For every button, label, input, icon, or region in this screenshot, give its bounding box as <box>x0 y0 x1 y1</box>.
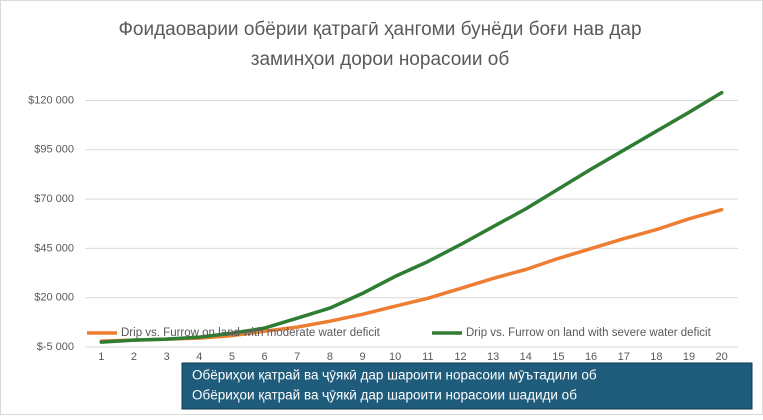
x-tick-label: 5 <box>229 351 235 363</box>
chart-title: заминҳои дорои норасоии об <box>251 49 510 70</box>
grid: $-5 000 $20 000 $45 000 $70 000 $95 000 $120 … <box>28 94 738 363</box>
x-tick-label: 6 <box>262 351 268 363</box>
x-tick-label: 13 <box>487 351 499 363</box>
y-tick-label: $70 000 <box>34 193 74 205</box>
y-tick-label: $-5 000 <box>37 341 74 353</box>
series-line <box>99 90 724 344</box>
annotation: Обёриҳои қатрай ва ҷӯякӣ дар шароити нор… <box>192 368 597 383</box>
y-tick-label: $120 000 <box>28 94 74 106</box>
x-tick-label: 4 <box>196 351 202 363</box>
y-tick-label: $95 000 <box>34 144 74 156</box>
x-tick-label: 19 <box>683 351 695 363</box>
x-tick-label: 16 <box>585 351 597 363</box>
x-tick-label: 18 <box>650 351 662 363</box>
y-tick-label: $20 000 <box>34 292 74 304</box>
legend-label: Drip vs. Furrow on land with moderate wa… <box>121 327 381 339</box>
x-tick-label: 1 <box>98 351 104 363</box>
annotation-box <box>181 362 753 410</box>
x-tick-label: 17 <box>618 351 630 363</box>
x-tick-label: 11 <box>422 351 433 363</box>
x-tick-label: 14 <box>520 351 532 363</box>
legend-label: Drip vs. Furrow on land with severe wate… <box>466 327 712 339</box>
y-tick-label: $45 000 <box>34 242 74 254</box>
x-tick-label: 8 <box>327 351 333 363</box>
legend: Drip vs. Furrow on land with moderate wa… <box>87 327 712 339</box>
x-tick-label: 10 <box>389 351 401 363</box>
x-tick-label: 3 <box>164 351 170 363</box>
x-tick-label: 20 <box>716 351 728 363</box>
chart-title: Фоидаоварии обёрии қатрагӣ ҳангоми бунёд… <box>118 19 641 40</box>
x-tick-label: 2 <box>131 351 137 363</box>
annotation: Обёриҳои қатрай ва ҷӯякӣ дар шароити нор… <box>192 388 577 403</box>
plot <box>99 90 724 344</box>
x-tick-label: 15 <box>552 351 564 363</box>
x-tick-label: 7 <box>294 351 300 363</box>
x-tick-label: 12 <box>454 351 466 363</box>
x-tick-label: 9 <box>359 351 365 363</box>
